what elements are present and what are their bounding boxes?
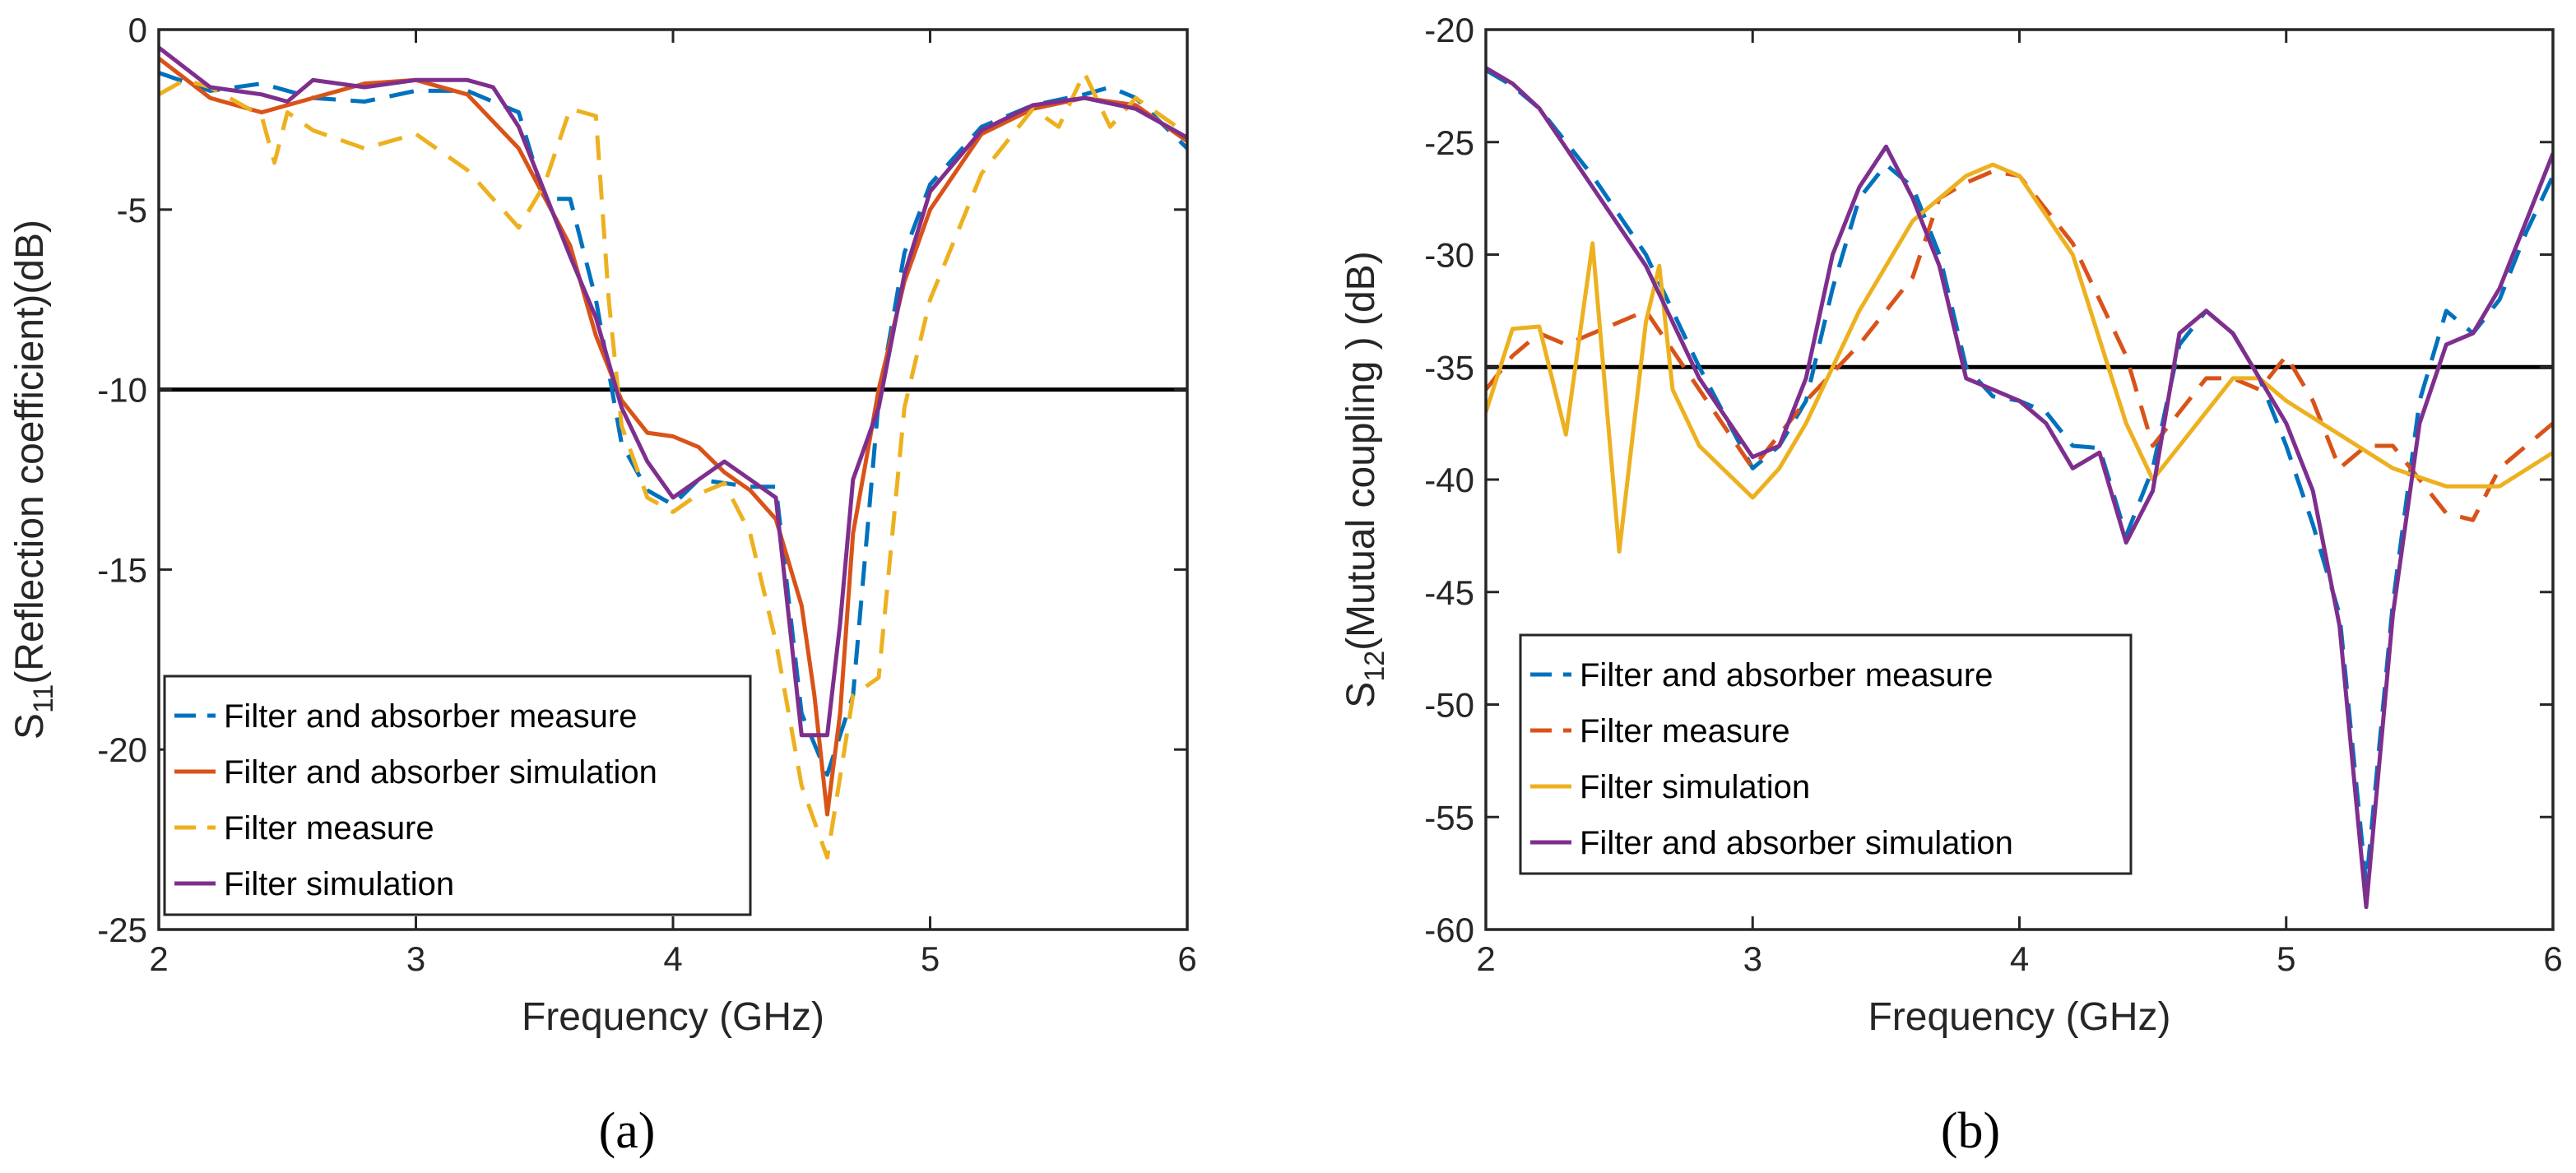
- series-line-3: [159, 71, 1187, 860]
- x-axis-label: Frequency (GHz): [1868, 995, 2170, 1039]
- x-tick-label: 3: [1743, 939, 1762, 978]
- y-tick-label: -15: [97, 550, 147, 589]
- y-tick-label: -40: [1424, 461, 1474, 499]
- y-tick-label: -45: [1424, 573, 1474, 612]
- y-tick-label: 0: [128, 11, 147, 49]
- series-line-2: [1486, 169, 2553, 522]
- y-tick-label: -20: [97, 730, 147, 769]
- legend-entry-2: Filter and absorber simulation: [224, 754, 657, 790]
- y-tick-label: -35: [1424, 348, 1474, 387]
- y-tick-label: -5: [117, 191, 147, 230]
- x-tick-label: 2: [149, 939, 168, 978]
- y-axis-label: S11(Reflection coefficient)(dB): [8, 220, 59, 740]
- panel-caption: (a): [599, 1103, 656, 1159]
- x-tick-label: 6: [1177, 939, 1196, 978]
- y-tick-label: -50: [1424, 686, 1474, 725]
- legend-entry-1: Filter and absorber measure: [224, 698, 637, 735]
- series-group: [159, 45, 1187, 860]
- series-line-4: [159, 45, 1187, 738]
- series-line-4: [1486, 66, 2553, 910]
- x-tick-label: 2: [1476, 939, 1495, 978]
- series-line-1: [1486, 68, 2553, 887]
- y-tick-label: -25: [97, 911, 147, 949]
- panel-caption: (b): [1941, 1103, 2000, 1159]
- x-axis-label: Frequency (GHz): [522, 995, 824, 1039]
- x-tick-label: 5: [2277, 939, 2295, 978]
- series-line-3: [1486, 162, 2553, 554]
- series-group: [1486, 66, 2553, 910]
- legend-entry-3: Filter measure: [224, 810, 434, 846]
- legend-entry-3: Filter simulation: [1580, 769, 1810, 805]
- legend: Filter and absorber measure Filter and ab…: [163, 675, 752, 916]
- legend-entry-2: Filter measure: [1580, 713, 1790, 749]
- chart-a: 2 3 4 5 6 0 -5 -10 -15 -20 -25 Frequency (GHz) S11(R…: [8, 11, 1197, 1159]
- y-tick-label: -55: [1424, 798, 1474, 837]
- y-tick-label: -25: [1424, 123, 1474, 162]
- legend-entry-4: Filter simulation: [224, 866, 454, 902]
- y-tick-label: -30: [1424, 236, 1474, 275]
- y-axis-label: S12(Mutual coupling ) (dB): [1339, 251, 1390, 707]
- x-tick-label: 3: [406, 939, 425, 978]
- x-tick-label: 4: [2010, 939, 2029, 978]
- legend: Filter and absorber measure Filter measur…: [1519, 633, 2133, 875]
- x-tick-label: 6: [2543, 939, 2562, 978]
- legend-entry-4: Filter and absorber simulation: [1580, 825, 2013, 861]
- series-line-1: [159, 71, 1187, 777]
- legend-box: [1519, 633, 2133, 875]
- y-tick-label: -60: [1424, 911, 1474, 949]
- x-tick-label: 4: [663, 939, 682, 978]
- y-tick-label: -10: [97, 371, 147, 410]
- legend-box: [163, 675, 752, 916]
- chart-b: 2 3 4 5 6 -20 -25 -30 -35 -40 -45 -50 -55 -60 Frequenc…: [1339, 11, 2563, 1159]
- x-tick-label: 5: [921, 939, 940, 978]
- legend-entry-1: Filter and absorber measure: [1580, 657, 1993, 693]
- y-tick-label: -20: [1424, 11, 1474, 49]
